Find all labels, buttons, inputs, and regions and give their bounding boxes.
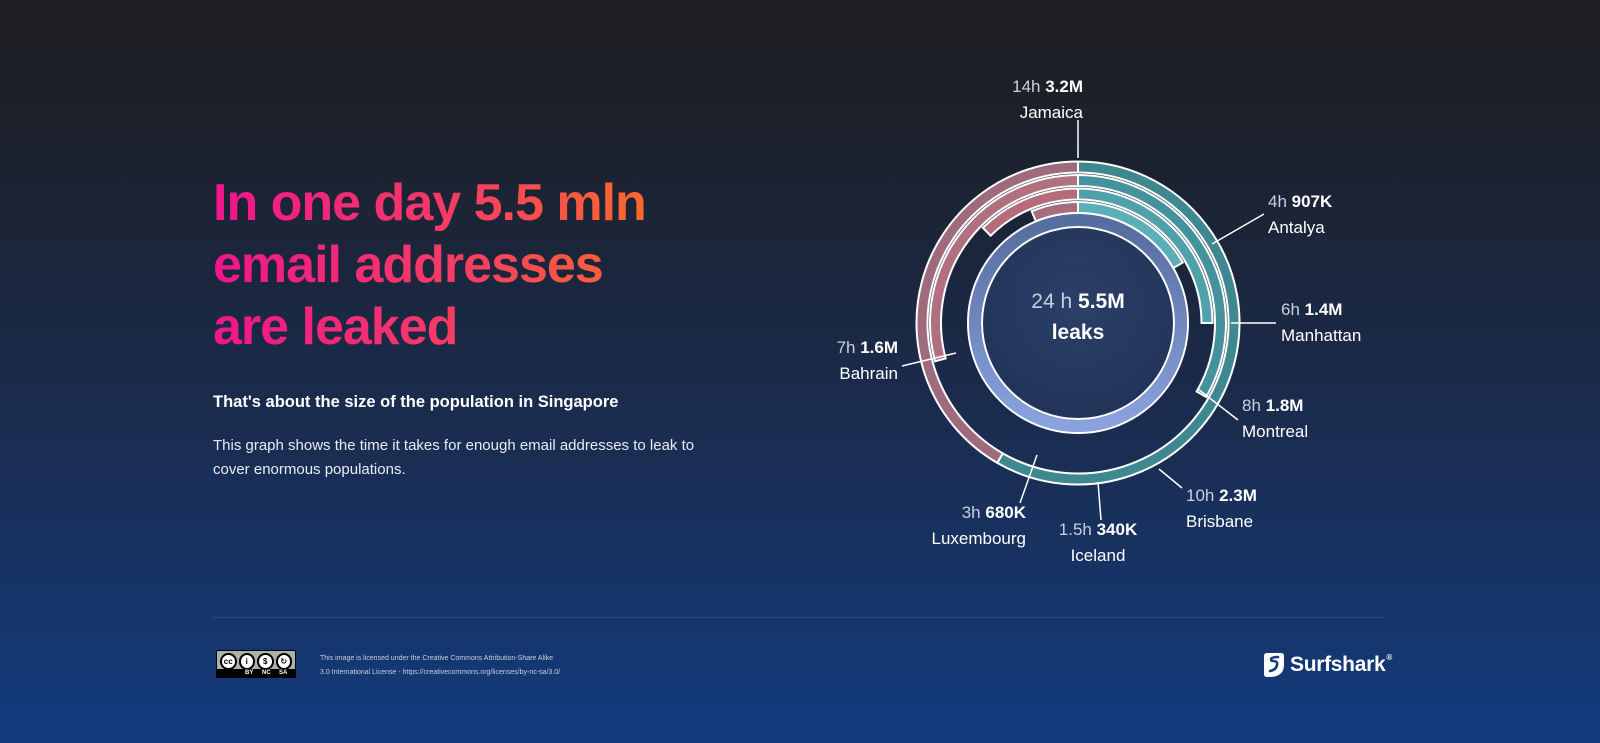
ring-montreal (1077, 173, 1227, 399)
ring-24h-outer-edge (967, 212, 1189, 434)
ring-bahrain (929, 173, 1079, 363)
label-place-montreal: Montreal (1242, 422, 1308, 441)
ring-manhattan (1077, 187, 1214, 324)
brand-registered-mark: ® (1386, 653, 1392, 662)
label-count-iceland: 340K (1097, 520, 1138, 539)
label-count-antalya: 907K (1292, 192, 1333, 211)
leader-brisbane (1158, 468, 1183, 489)
label-time-iceland: 1.5h (1059, 520, 1097, 539)
license-line-2: 3.0 International License - https://crea… (320, 669, 561, 676)
cc-nc-icon: $ (257, 653, 274, 670)
label-value-bahrain: 7h 1.6M (837, 338, 898, 357)
center-hours: 24 h (1031, 290, 1078, 313)
ring-luxembourg (981, 187, 1079, 238)
center-count: 5.5M (1078, 290, 1125, 313)
label-value-iceland: 1.5h 340K (1059, 520, 1138, 539)
license-line-1: This image is licensed under the Creativ… (320, 655, 554, 662)
label-value-montreal: 8h 1.8M (1242, 396, 1303, 415)
cc-strip: BY NC SA (217, 669, 295, 677)
label-count-montreal: 1.8M (1266, 396, 1304, 415)
surfshark-brand[interactable]: Surfshark® (1263, 650, 1392, 680)
label-count-bahrain: 1.6M (860, 338, 898, 357)
label-time-montreal: 8h (1242, 396, 1266, 415)
label-time-luxembourg: 3h (962, 503, 986, 522)
label-place-luxembourg: Luxembourg (931, 529, 1026, 548)
label-place-manhattan: Manhattan (1281, 326, 1361, 345)
headline-line-3: are leaked (213, 296, 773, 358)
brand-name: Surfshark® (1290, 653, 1392, 677)
label-place-jamaica: Jamaica (1020, 103, 1084, 122)
cc-by-icon: i (238, 653, 255, 670)
label-place-antalya: Antalya (1268, 218, 1325, 237)
brand-text: Surfshark (1290, 653, 1386, 676)
label-count-manhattan: 1.4M (1305, 300, 1343, 319)
ring-24h (969, 214, 1187, 432)
footer-divider (213, 617, 1385, 618)
leader-iceland (1097, 481, 1102, 521)
label-count-brisbane: 2.3M (1219, 486, 1257, 505)
license-text: This image is licensed under the Creativ… (320, 652, 620, 680)
label-time-manhattan: 6h (1281, 300, 1305, 319)
label-count-jamaica: 3.2M (1045, 77, 1083, 96)
label-value-antalya: 4h 907K (1268, 192, 1333, 211)
cc-sa-icon: ↻ (275, 653, 292, 670)
cc-nc-label: NC (262, 670, 271, 676)
headline-line-1: In one day 5.5 mln (213, 172, 773, 234)
leader-montreal (1197, 388, 1239, 421)
cc-by-label: BY (245, 670, 254, 676)
label-place-iceland: Iceland (1071, 546, 1126, 565)
label-time-bahrain: 7h (837, 338, 861, 357)
cc-icon: cc (220, 653, 237, 670)
center-value: 24 h 5.5M (1031, 290, 1124, 313)
description: This graph shows the time it takes for e… (213, 437, 695, 478)
label-time-antalya: 4h (1268, 192, 1292, 211)
label-value-manhattan: 6h 1.4M (1281, 300, 1342, 319)
center-disc (981, 226, 1175, 420)
label-time-jamaica: 14h (1012, 77, 1045, 96)
label-value-jamaica: 14h 3.2M (1012, 77, 1083, 96)
label-place-brisbane: Brisbane (1186, 512, 1253, 531)
center-label: leaks (1052, 321, 1105, 344)
label-value-brisbane: 10h 2.3M (1186, 486, 1257, 505)
cc-sa-label: SA (279, 670, 288, 676)
headline: In one day 5.5 mln email addresses are l… (213, 172, 773, 358)
leader-antalya (1211, 213, 1265, 245)
headline-line-2: email addresses (213, 234, 773, 296)
leader-luxembourg (1019, 454, 1038, 504)
label-count-luxembourg: 680K (985, 503, 1026, 522)
leader-bahrain (901, 352, 957, 367)
surfshark-logo-icon (1264, 653, 1284, 677)
label-time-brisbane: 10h (1186, 486, 1219, 505)
label-value-luxembourg: 3h 680K (962, 503, 1027, 522)
cc-license-badge[interactable]: cc i $ ↻ BY NC SA (216, 650, 296, 678)
label-place-bahrain: Bahrain (839, 364, 898, 383)
subheadline: That's about the size of the population … (213, 393, 619, 411)
ring-brisbane (915, 160, 1079, 465)
